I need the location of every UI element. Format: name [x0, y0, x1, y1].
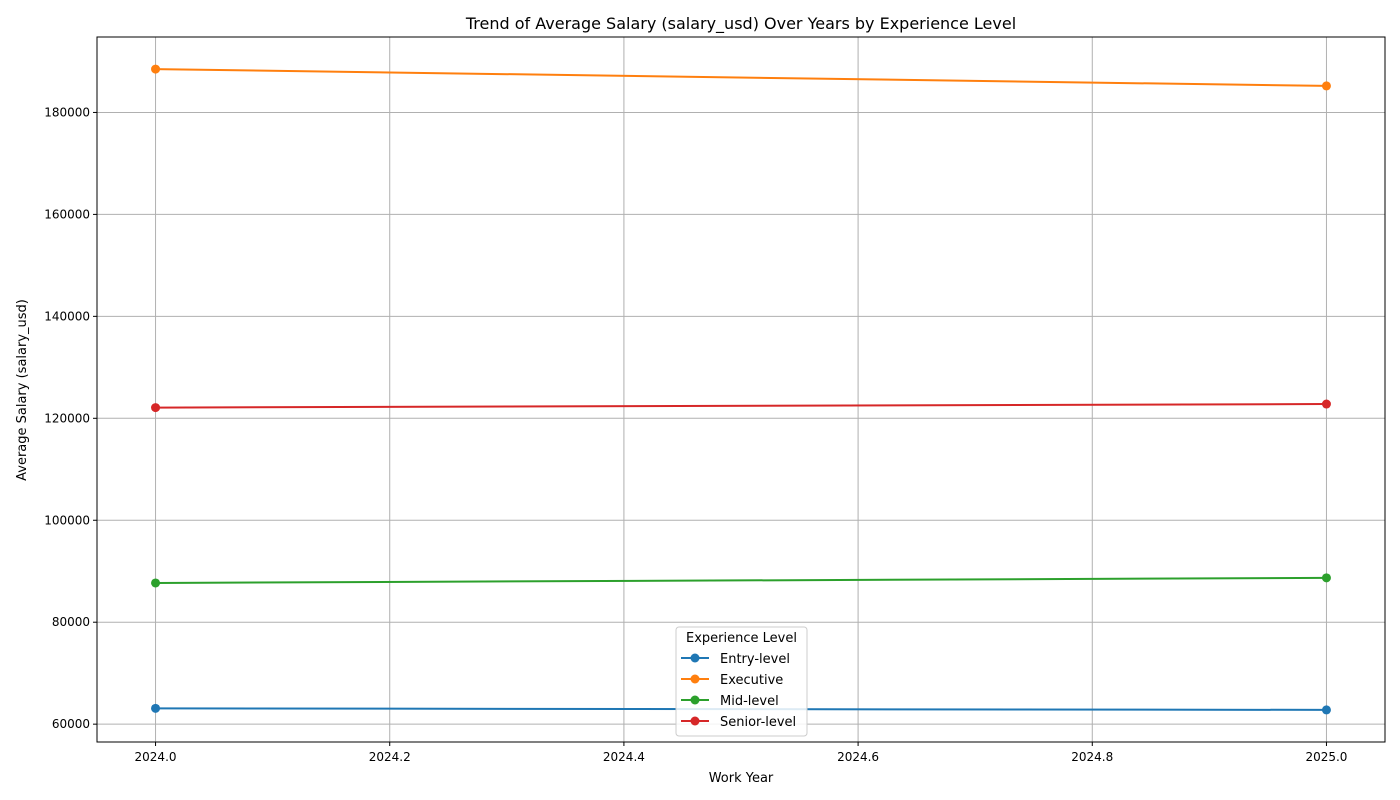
legend-marker-senior-level — [690, 716, 700, 726]
x-tick-label: 2025.0 — [1305, 750, 1347, 764]
x-tick-label: 2024.4 — [603, 750, 645, 764]
y-tick-label: 100000 — [44, 513, 90, 527]
series-line-senior-level — [155, 403, 1327, 409]
data-point-entry-level — [1321, 705, 1331, 715]
legend-label-senior-level: Senior-level — [720, 715, 796, 730]
legend-marker-mid-level — [690, 695, 700, 705]
data-point-executive — [151, 64, 161, 74]
x-tick-label: 2024.2 — [369, 750, 411, 764]
x-tick-label: 2024.6 — [837, 750, 879, 764]
series-line-executive — [155, 68, 1327, 87]
x-axis-title: Work Year — [709, 771, 774, 786]
legend-label-executive: Executive — [720, 673, 783, 688]
x-axis: 2024.0 2024.2 2024.4 2024.6 2024.8 2025.0 — [135, 742, 1347, 764]
plot-area-frame — [96, 36, 1386, 743]
y-axis: 60000 80000 100000 120000 140000 160000 180000 — [44, 105, 97, 731]
y-tick-label: 120000 — [44, 411, 90, 425]
x-tick-label: 2024.0 — [135, 750, 177, 764]
legend-title: Experience Level — [686, 631, 797, 646]
legend-marker-executive — [690, 674, 700, 684]
data-point-senior-level — [1321, 399, 1331, 409]
data-point-mid-level — [1321, 573, 1331, 583]
y-tick-label: 60000 — [52, 717, 90, 731]
legend-label-entry-level: Entry-level — [720, 652, 790, 667]
y-tick-label: 140000 — [44, 309, 90, 323]
chart-title: Trend of Average Salary (salary_usd) Ove… — [465, 14, 1016, 34]
series-line-mid-level — [155, 576, 1327, 584]
data-point-senior-level — [151, 403, 161, 413]
legend: Experience Level Entry-level Executive Mid-… — [675, 626, 808, 737]
y-tick-label: 80000 — [52, 615, 90, 629]
y-tick-label: 180000 — [44, 105, 90, 119]
x-tick-label: 2024.8 — [1071, 750, 1113, 764]
y-tick-label: 160000 — [44, 207, 90, 221]
data-point-executive — [1321, 81, 1331, 91]
legend-label-mid-level: Mid-level — [720, 694, 779, 709]
grid — [97, 37, 1385, 742]
legend-box — [675, 626, 808, 737]
legend-marker-entry-level — [690, 653, 700, 663]
y-axis-title: Average Salary (salary_usd) — [15, 299, 30, 481]
data-point-entry-level — [151, 703, 161, 713]
data-point-mid-level — [151, 578, 161, 588]
series-group — [151, 64, 1331, 715]
